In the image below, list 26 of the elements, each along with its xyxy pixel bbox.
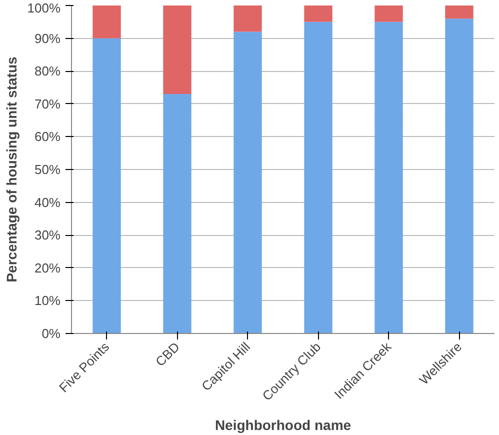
y-tick-label: 70% xyxy=(34,96,61,112)
bar xyxy=(304,22,332,334)
y-tick-label: 80% xyxy=(34,64,61,79)
y-tick-label: 20% xyxy=(34,260,61,276)
bar xyxy=(445,18,474,334)
bar xyxy=(445,6,474,19)
bar xyxy=(304,6,332,22)
y-tick-label: 90% xyxy=(34,30,61,46)
bar xyxy=(234,6,262,32)
y-axis-title: Percentage of housing unit status xyxy=(3,56,20,282)
bar xyxy=(374,6,403,22)
y-tick-label: 100% xyxy=(27,0,61,16)
y-tick-label: 30% xyxy=(34,228,61,243)
y-tick-label: 10% xyxy=(34,293,61,308)
bar xyxy=(92,38,121,334)
y-tick-label: 60% xyxy=(34,129,61,144)
y-tick-label: 0% xyxy=(42,326,61,341)
bar xyxy=(374,22,403,334)
bar xyxy=(234,32,262,334)
x-axis-title: Neighborhood name xyxy=(214,416,352,433)
bar xyxy=(163,6,192,94)
bar xyxy=(92,6,121,38)
x-tick-label: CBD xyxy=(152,339,183,370)
bar xyxy=(163,94,192,334)
y-tick-label: 40% xyxy=(34,194,61,210)
y-tick-label: 50% xyxy=(34,162,61,177)
